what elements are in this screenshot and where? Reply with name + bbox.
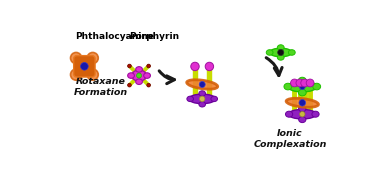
FancyBboxPatch shape [74,56,95,77]
Ellipse shape [277,45,284,50]
Ellipse shape [199,102,206,107]
Ellipse shape [144,73,150,78]
Ellipse shape [270,48,292,57]
Text: Phthalocyanine: Phthalocyanine [75,32,154,41]
Circle shape [199,82,205,88]
Circle shape [291,79,298,87]
Ellipse shape [288,109,316,119]
Circle shape [191,62,199,71]
Ellipse shape [132,70,146,81]
Ellipse shape [189,94,215,104]
Circle shape [205,62,214,71]
Ellipse shape [266,50,273,55]
Circle shape [128,83,131,87]
Circle shape [147,64,150,68]
Ellipse shape [284,83,292,90]
Text: Porphyrin: Porphyrin [129,32,179,41]
Circle shape [301,79,308,87]
Circle shape [299,84,305,90]
Circle shape [300,111,305,117]
Ellipse shape [313,83,321,90]
Circle shape [81,62,88,70]
Circle shape [136,73,141,78]
Text: Rotaxane
Formation: Rotaxane Formation [73,77,128,97]
Circle shape [71,53,82,64]
Ellipse shape [277,55,284,60]
Ellipse shape [187,96,194,102]
Ellipse shape [288,81,317,92]
Ellipse shape [211,96,217,102]
Circle shape [306,79,314,87]
Ellipse shape [299,117,306,123]
Circle shape [71,69,82,80]
Circle shape [87,69,98,80]
Circle shape [299,99,305,106]
Ellipse shape [298,77,306,84]
Ellipse shape [298,89,306,96]
Ellipse shape [288,50,295,55]
Ellipse shape [128,73,135,78]
Ellipse shape [312,111,319,117]
Ellipse shape [299,106,306,112]
Ellipse shape [136,67,143,72]
Circle shape [87,53,98,64]
Circle shape [296,79,304,87]
Ellipse shape [286,98,318,107]
Ellipse shape [199,91,206,96]
Circle shape [278,49,284,56]
Ellipse shape [285,111,293,117]
Text: Ionic
Complexation: Ionic Complexation [253,129,327,149]
Circle shape [128,64,131,68]
Circle shape [200,96,205,102]
Ellipse shape [187,80,218,89]
Circle shape [147,83,150,87]
Ellipse shape [136,79,143,85]
